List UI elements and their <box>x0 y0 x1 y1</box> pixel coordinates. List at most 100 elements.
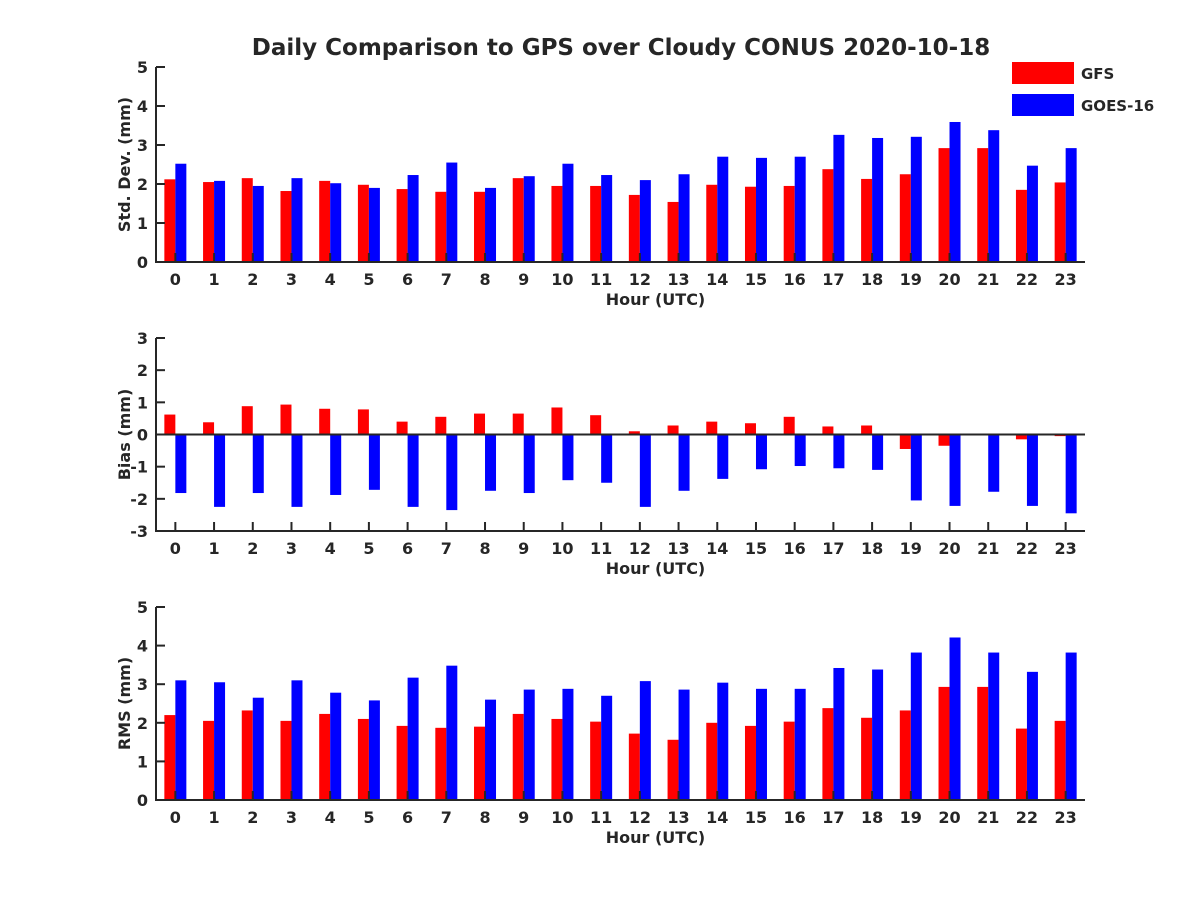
x-tick-label: 0 <box>170 270 181 289</box>
x-tick-label: 9 <box>518 539 529 558</box>
x-tick-label: 3 <box>286 808 297 827</box>
y-tick-label: 2 <box>137 175 148 194</box>
bar-gfs-hour-9 <box>512 413 524 435</box>
bar-gfs-hour-18 <box>861 178 873 262</box>
x-tick-label: 3 <box>286 270 297 289</box>
bar-goes-16-hour-2 <box>252 185 264 262</box>
y-axis-label: RMS (mm) <box>115 657 134 750</box>
bar-gfs-hour-5 <box>357 718 369 800</box>
bar-goes-16-hour-9 <box>523 689 535 800</box>
bar-goes-16-hour-5 <box>368 700 380 800</box>
x-tick-label: 13 <box>667 270 689 289</box>
y-tick-label: 2 <box>137 714 148 733</box>
bar-goes-16-hour-10 <box>562 434 574 481</box>
bar-gfs-hour-5 <box>357 409 369 435</box>
y-tick-label: 3 <box>137 329 148 348</box>
bar-goes-16-hour-23 <box>1065 434 1077 514</box>
bar-goes-16-hour-10 <box>562 688 574 800</box>
bar-goes-16-hour-17 <box>833 434 845 469</box>
bar-goes-16-hour-14 <box>717 434 729 479</box>
x-tick-label: 8 <box>479 270 490 289</box>
y-tick-label: 1 <box>137 393 148 412</box>
bar-gfs-hour-19 <box>899 434 911 449</box>
x-tick-label: 16 <box>784 270 806 289</box>
bar-gfs-hour-22 <box>1015 189 1027 262</box>
bar-gfs-hour-14 <box>706 421 718 435</box>
x-axis-label: Hour (UTC) <box>606 828 706 847</box>
bar-gfs-hour-21 <box>977 148 989 262</box>
bar-goes-16-hour-6 <box>407 434 419 507</box>
bar-gfs-hour-0 <box>164 414 176 435</box>
bar-gfs-hour-15 <box>744 423 756 435</box>
x-tick-label: 14 <box>706 539 728 558</box>
bar-goes-16-hour-14 <box>717 682 729 800</box>
legend-label-goes-16: GOES-16 <box>1081 97 1154 115</box>
bar-gfs-hour-10 <box>551 407 563 435</box>
x-tick-label: 12 <box>629 270 651 289</box>
x-tick-label: 2 <box>247 270 258 289</box>
x-tick-label: 5 <box>363 808 374 827</box>
bar-gfs-hour-15 <box>744 186 756 262</box>
bar-gfs-hour-15 <box>744 725 756 800</box>
bar-goes-16-hour-4 <box>330 692 342 800</box>
bar-goes-16-hour-6 <box>407 677 419 800</box>
bar-goes-16-hour-15 <box>755 157 767 262</box>
bar-goes-16-hour-6 <box>407 175 419 262</box>
y-axis-label: Bias (mm) <box>115 389 134 481</box>
bar-goes-16-hour-19 <box>910 652 922 800</box>
bar-goes-16-hour-7 <box>446 665 458 800</box>
bar-gfs-hour-6 <box>396 189 408 262</box>
bar-goes-16-hour-15 <box>755 434 767 470</box>
bar-gfs-hour-16 <box>783 416 795 435</box>
bar-gfs-hour-12 <box>628 431 640 435</box>
x-axis-label: Hour (UTC) <box>606 559 706 578</box>
bar-gfs-hour-1 <box>203 720 215 800</box>
y-tick-label: 0 <box>137 426 148 445</box>
y-tick-label: 4 <box>137 637 148 656</box>
bar-gfs-hour-6 <box>396 421 408 435</box>
bar-gfs-hour-21 <box>977 686 989 800</box>
bar-gfs-hour-13 <box>667 739 679 800</box>
x-tick-label: 13 <box>667 808 689 827</box>
x-tick-label: 12 <box>629 539 651 558</box>
x-tick-label: 19 <box>900 270 922 289</box>
bar-goes-16-hour-22 <box>1026 434 1038 506</box>
y-tick-label: 5 <box>137 598 148 617</box>
bar-goes-16-hour-9 <box>523 176 535 262</box>
bar-goes-16-hour-21 <box>988 652 1000 800</box>
x-tick-label: 16 <box>784 539 806 558</box>
bar-gfs-hour-16 <box>783 721 795 800</box>
bar-gfs-hour-11 <box>590 721 602 800</box>
bar-goes-16-hour-12 <box>639 434 651 507</box>
bar-goes-16-hour-3 <box>291 680 303 800</box>
bar-gfs-hour-18 <box>861 717 873 800</box>
legend-swatch-gfs <box>1012 62 1074 84</box>
bar-goes-16-hour-4 <box>330 434 342 495</box>
bar-goes-16-hour-0 <box>175 163 187 262</box>
bar-goes-16-hour-16 <box>794 156 806 262</box>
x-tick-label: 7 <box>441 539 452 558</box>
bar-goes-16-hour-5 <box>368 434 380 490</box>
bar-gfs-hour-22 <box>1015 728 1027 800</box>
bar-goes-16-hour-18 <box>872 434 884 470</box>
bar-goes-16-hour-19 <box>910 434 922 501</box>
bar-gfs-hour-0 <box>164 715 176 800</box>
bar-gfs-hour-0 <box>164 179 176 262</box>
bar-gfs-hour-1 <box>203 182 215 262</box>
bar-goes-16-hour-0 <box>175 680 187 800</box>
bar-goes-16-hour-2 <box>252 697 264 800</box>
x-tick-label: 1 <box>208 539 219 558</box>
bar-goes-16-hour-16 <box>794 434 806 467</box>
x-tick-label: 14 <box>706 270 728 289</box>
bar-gfs-hour-6 <box>396 725 408 800</box>
bar-gfs-hour-23 <box>1054 182 1066 262</box>
y-tick-label: 0 <box>137 253 148 272</box>
bar-gfs-hour-7 <box>435 191 447 262</box>
y-tick-label: -1 <box>130 458 148 477</box>
bar-gfs-hour-14 <box>706 184 718 262</box>
bar-goes-16-hour-15 <box>755 688 767 800</box>
bar-gfs-hour-13 <box>667 201 679 262</box>
